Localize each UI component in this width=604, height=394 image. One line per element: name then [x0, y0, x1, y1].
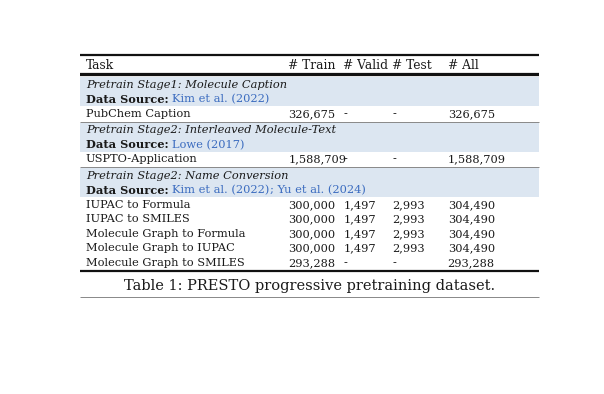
- Text: USPTO-Application: USPTO-Application: [86, 154, 198, 164]
- Text: 1,588,709: 1,588,709: [448, 154, 506, 164]
- Text: Data Source:: Data Source:: [86, 139, 172, 150]
- Text: 304,490: 304,490: [448, 214, 495, 224]
- Bar: [80, 168, 539, 197]
- Text: Kim et al. (2022): Kim et al. (2022): [172, 94, 270, 104]
- Text: Pretrain Stage2: Interleaved Molecule-Text: Pretrain Stage2: Interleaved Molecule-Te…: [86, 125, 336, 135]
- Text: Pretrain Stage2: Name Conversion: Pretrain Stage2: Name Conversion: [86, 171, 288, 180]
- Text: 300,000: 300,000: [289, 200, 336, 210]
- Text: 300,000: 300,000: [289, 243, 336, 253]
- Text: -: -: [393, 154, 396, 164]
- Text: # All: # All: [448, 59, 478, 72]
- Text: Data Source:: Data Source:: [86, 94, 172, 105]
- Text: 1,588,709: 1,588,709: [289, 154, 347, 164]
- Text: Molecule Graph to IUPAC: Molecule Graph to IUPAC: [86, 243, 234, 253]
- Text: 304,490: 304,490: [448, 229, 495, 239]
- Text: 1,497: 1,497: [343, 200, 376, 210]
- Text: 2,993: 2,993: [393, 214, 425, 224]
- Text: IUPAC to Formula: IUPAC to Formula: [86, 200, 190, 210]
- Text: Table 1: PRESTO progressive pretraining dataset.: Table 1: PRESTO progressive pretraining …: [124, 279, 495, 294]
- Text: 293,288: 293,288: [448, 258, 495, 268]
- Text: Data Source:: Data Source:: [86, 185, 172, 196]
- Text: Pretrain Stage1: Molecule Caption: Pretrain Stage1: Molecule Caption: [86, 80, 287, 89]
- Text: ; Yu et al. (2024): ; Yu et al. (2024): [270, 185, 365, 195]
- Text: 304,490: 304,490: [448, 243, 495, 253]
- Text: Task: Task: [86, 59, 114, 72]
- Text: # Train: # Train: [289, 59, 336, 72]
- Text: 293,288: 293,288: [289, 258, 336, 268]
- Text: 300,000: 300,000: [289, 214, 336, 224]
- Text: 2,993: 2,993: [393, 200, 425, 210]
- Text: 2,993: 2,993: [393, 243, 425, 253]
- Text: 326,675: 326,675: [448, 109, 495, 119]
- Text: 2,993: 2,993: [393, 229, 425, 239]
- Text: 1,497: 1,497: [343, 229, 376, 239]
- Bar: [80, 77, 539, 106]
- Text: -: -: [343, 154, 347, 164]
- Text: # Valid: # Valid: [343, 59, 388, 72]
- Text: 300,000: 300,000: [289, 229, 336, 239]
- Text: 304,490: 304,490: [448, 200, 495, 210]
- Text: IUPAC to SMILES: IUPAC to SMILES: [86, 214, 190, 224]
- Text: -: -: [343, 109, 347, 119]
- Text: PubChem Caption: PubChem Caption: [86, 109, 190, 119]
- Bar: [80, 123, 539, 152]
- Text: Molecule Graph to Formula: Molecule Graph to Formula: [86, 229, 245, 239]
- Text: 1,497: 1,497: [343, 243, 376, 253]
- Text: -: -: [393, 258, 396, 268]
- Text: Data Source:: Data Source:: [86, 185, 172, 196]
- Text: Data Source:: Data Source:: [86, 139, 172, 150]
- Text: Data Source:: Data Source:: [86, 94, 172, 105]
- Text: -: -: [393, 109, 396, 119]
- Text: 326,675: 326,675: [289, 109, 336, 119]
- Text: Molecule Graph to SMILES: Molecule Graph to SMILES: [86, 258, 245, 268]
- Text: # Test: # Test: [393, 59, 432, 72]
- Text: -: -: [343, 258, 347, 268]
- Text: 1,497: 1,497: [343, 214, 376, 224]
- Text: Kim et al. (2022): Kim et al. (2022): [172, 185, 270, 195]
- Text: Lowe (2017): Lowe (2017): [172, 139, 245, 150]
